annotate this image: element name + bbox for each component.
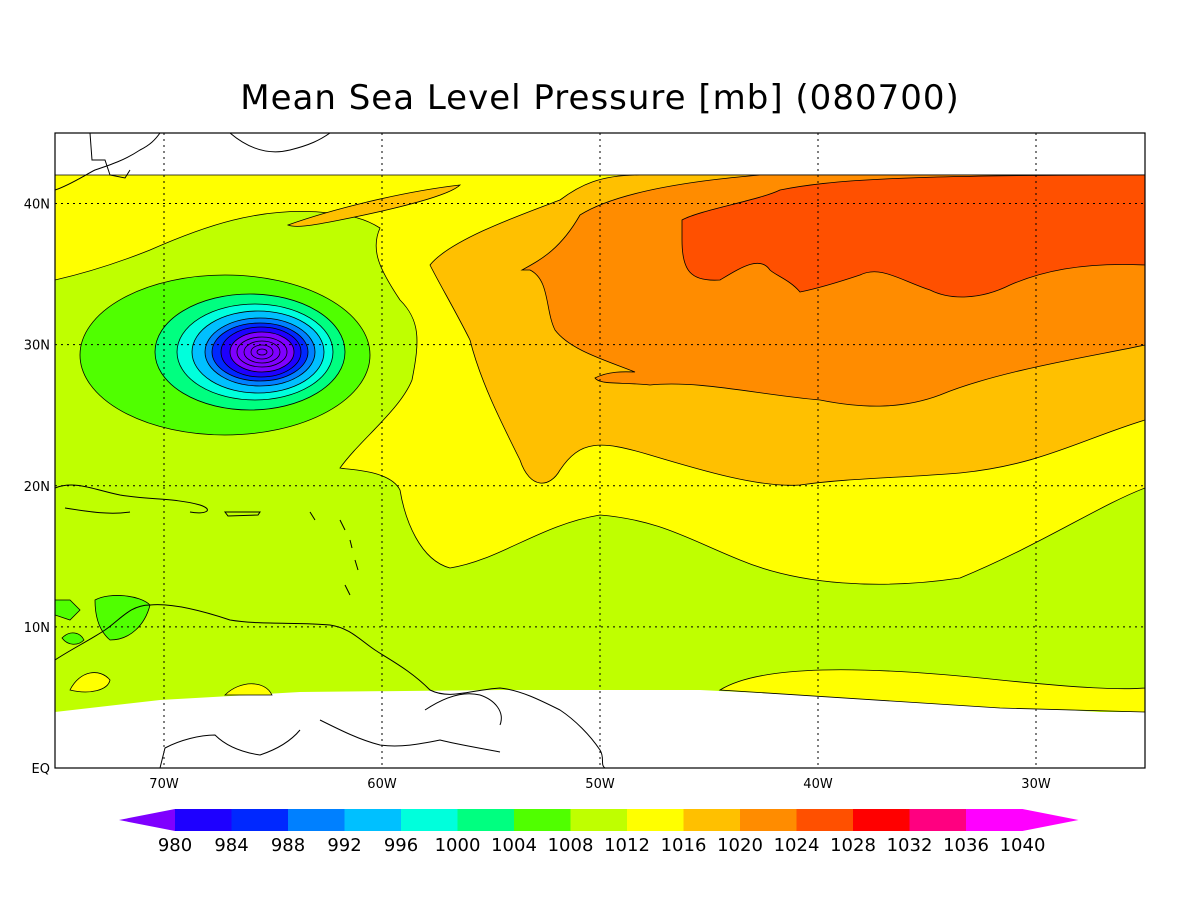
colorbar-level-label: 1016 (661, 835, 707, 856)
lat-tick-label: 20N (24, 480, 50, 495)
colorbar-level-label: 1020 (717, 835, 763, 856)
colorbar-level-label: 1004 (491, 835, 537, 856)
lon-tick-label: 70W (149, 777, 179, 792)
colorbar-level-label: 1012 (604, 835, 650, 856)
colorbar-max-arrow (1022, 809, 1079, 831)
colorbar-swatch (231, 809, 288, 831)
colorbar-swatch (909, 809, 966, 831)
colorbar-swatch (683, 809, 740, 831)
colorbar-level-label: 1024 (774, 835, 820, 856)
axis-tick-labels: 70W 60W 50W 40W 30W EQ 10N 20N 30N 40N (24, 198, 1051, 792)
lat-tick-label: 30N (24, 339, 50, 354)
colorbar-level-label: 984 (214, 835, 248, 856)
field-1024 (681, 174, 1145, 298)
field-1012-south (718, 669, 1145, 713)
colorbar-level-label: 1000 (435, 835, 481, 856)
colorbar-swatch (457, 809, 514, 831)
colorbar-swatch (740, 809, 797, 831)
colorbar-swatch (344, 809, 401, 831)
lon-tick-label: 30W (1021, 777, 1051, 792)
map-title: Mean Sea Level Pressure [mb] (080700) (240, 78, 960, 118)
lon-tick-label: 60W (367, 777, 397, 792)
colorbar-swatch (966, 809, 1023, 831)
colorbar: 980 984 988 992 996 1000 1004 1008 1012 1016 1020 1… (119, 809, 1079, 856)
colorbar-swatch (627, 809, 684, 831)
lat-tick-label: 40N (24, 198, 50, 213)
plot-frame (54, 132, 1146, 769)
colorbar-level-label: 1036 (943, 835, 989, 856)
pressure-field (55, 133, 1145, 768)
colorbar-swatch (514, 809, 571, 831)
map-grid (55, 133, 1145, 768)
coastlines (55, 133, 606, 768)
lon-tick-label: 40W (803, 777, 833, 792)
colorbar-level-label: 1032 (887, 835, 933, 856)
lon-tick-label: 50W (585, 777, 615, 792)
lat-tick-label: 10N (24, 621, 50, 636)
colorbar-swatch (175, 809, 232, 831)
colorbar-level-label: 1040 (1000, 835, 1046, 856)
colorbar-level-label: 1028 (830, 835, 876, 856)
colorbar-level-label: 1008 (548, 835, 594, 856)
colorbar-level-label: 988 (271, 835, 305, 856)
lat-tick-label: EQ (32, 762, 50, 777)
colorbar-swatch (401, 809, 458, 831)
low-center (229, 331, 295, 373)
colorbar-min-arrow (119, 809, 175, 831)
colorbar-level-label: 992 (327, 835, 361, 856)
colorbar-swatch (853, 809, 910, 831)
colorbar-swatch (796, 809, 853, 831)
colorbar-swatch (570, 809, 627, 831)
colorbar-level-label: 980 (158, 835, 192, 856)
colorbar-level-label: 996 (384, 835, 418, 856)
colorbar-swatch (288, 809, 345, 831)
